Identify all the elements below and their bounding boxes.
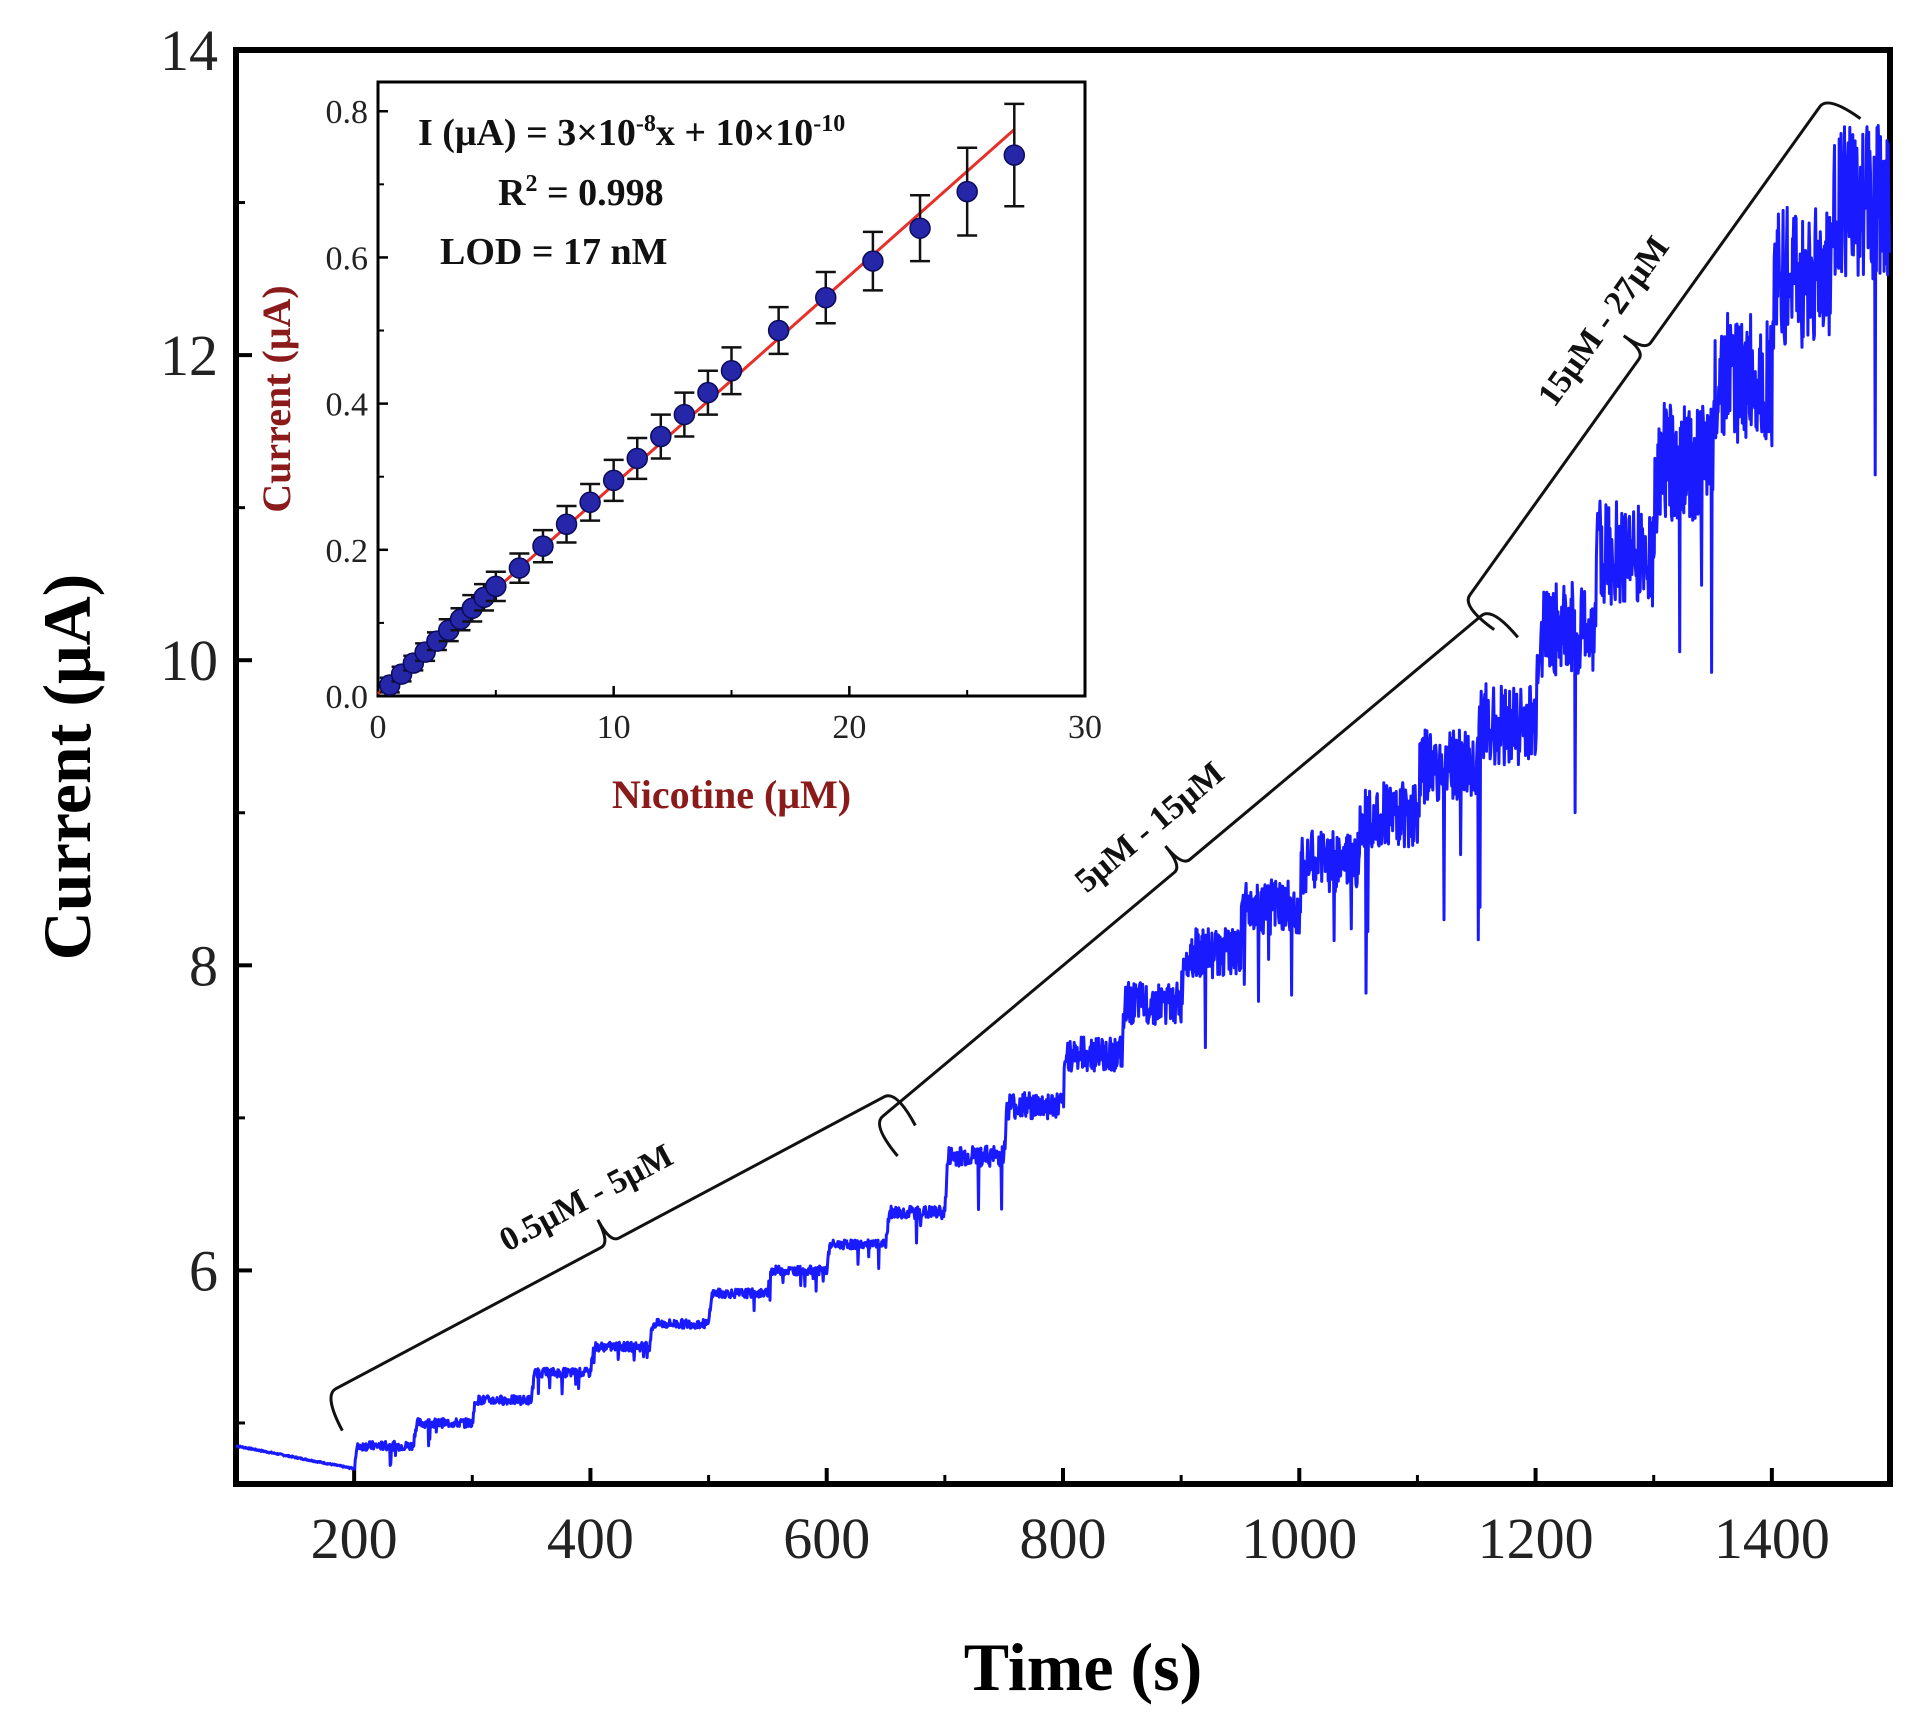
- inset-y-tick-label: 0.8: [326, 94, 369, 131]
- concentration-range-label: 5μM - 15μM: [1068, 755, 1231, 900]
- inset-data-point: [909, 217, 931, 239]
- r-squared-label: R: [498, 172, 526, 214]
- inset-data-point: [579, 491, 601, 514]
- equation-exponent: -8: [636, 111, 656, 137]
- inset-data-point: [626, 447, 648, 470]
- y-axis-title: Current (μA): [29, 574, 105, 961]
- inset-x-tick-label: 30: [1068, 709, 1102, 746]
- inset-data-point: [508, 557, 531, 579]
- equation-exponent: -10: [813, 111, 845, 137]
- concentration-bracket: [1466, 101, 1862, 631]
- inset-r-squared: R2 = 0.998: [498, 171, 664, 214]
- inset-data-point: [767, 319, 790, 342]
- inset-y-tick-label: 0.0: [326, 679, 369, 716]
- concentration-range-label: 15μM - 27μM: [1531, 230, 1677, 413]
- inset-y-axis-title: Current (μA): [254, 285, 299, 512]
- x-tick-label: 200: [311, 1506, 398, 1571]
- y-tick-label: 6: [189, 1238, 218, 1303]
- x-tick-label: 1000: [1241, 1506, 1357, 1571]
- concentration-bracket: [329, 1094, 917, 1432]
- inset-data-point: [673, 403, 696, 426]
- r-squared-value: = 0.998: [537, 172, 663, 214]
- inset-x-tick-label: 0: [370, 709, 387, 746]
- y-tick-label: 12: [160, 323, 218, 388]
- equation-part: x + 10×10: [656, 112, 813, 154]
- inset-data-point: [815, 286, 837, 309]
- inset-y-tick-label: 0.6: [326, 240, 369, 277]
- inset-x-axis-title: Nicotine (μM): [612, 772, 851, 817]
- concentration-range-label: 0.5μM - 5μM: [493, 1137, 679, 1259]
- inset-data-point: [697, 381, 719, 404]
- x-tick-label: 1400: [1714, 1506, 1830, 1571]
- x-tick-label: 600: [783, 1506, 870, 1571]
- y-tick-label: 10: [160, 628, 218, 693]
- r-squared-superscript: 2: [525, 171, 537, 197]
- inset-y-tick-label: 0.2: [326, 533, 369, 570]
- current-trace: [235, 124, 1891, 1471]
- inset-equation: I (μA) = 3×10-8x + 10×10-10: [418, 111, 845, 154]
- inset-data-point: [555, 513, 578, 535]
- inset-data-point: [485, 575, 507, 598]
- inset-x-tick-label: 20: [832, 709, 866, 746]
- inset-x-tick-label: 10: [597, 709, 631, 746]
- inset-data-point: [650, 425, 672, 448]
- inset-data-point: [720, 359, 743, 382]
- x-tick-label: 1200: [1478, 1506, 1594, 1571]
- inset-data-point: [956, 180, 978, 203]
- inset-y-tick-label: 0.4: [326, 387, 369, 424]
- inset-data-point: [602, 469, 625, 492]
- y-tick-label: 14: [160, 18, 218, 83]
- concentration-bracket: [878, 612, 1520, 1157]
- inset-data-point: [532, 535, 554, 557]
- y-tick-label: 8: [189, 933, 218, 998]
- equation-part: I (μA) = 3×10: [418, 112, 636, 154]
- inset-chart: 0 10 20 30 0.0 0.2 0.4 0.6 0.8 Nicotine (μM) Curre…: [254, 80, 1102, 817]
- x-tick-label: 400: [547, 1506, 634, 1571]
- x-axis-title: Time (s): [964, 1629, 1203, 1705]
- inset-lod: LOD = 17 nM: [440, 231, 668, 273]
- x-tick-label: 800: [1020, 1506, 1107, 1571]
- inset-data-point: [862, 250, 884, 272]
- inset-data-point: [1003, 144, 1026, 166]
